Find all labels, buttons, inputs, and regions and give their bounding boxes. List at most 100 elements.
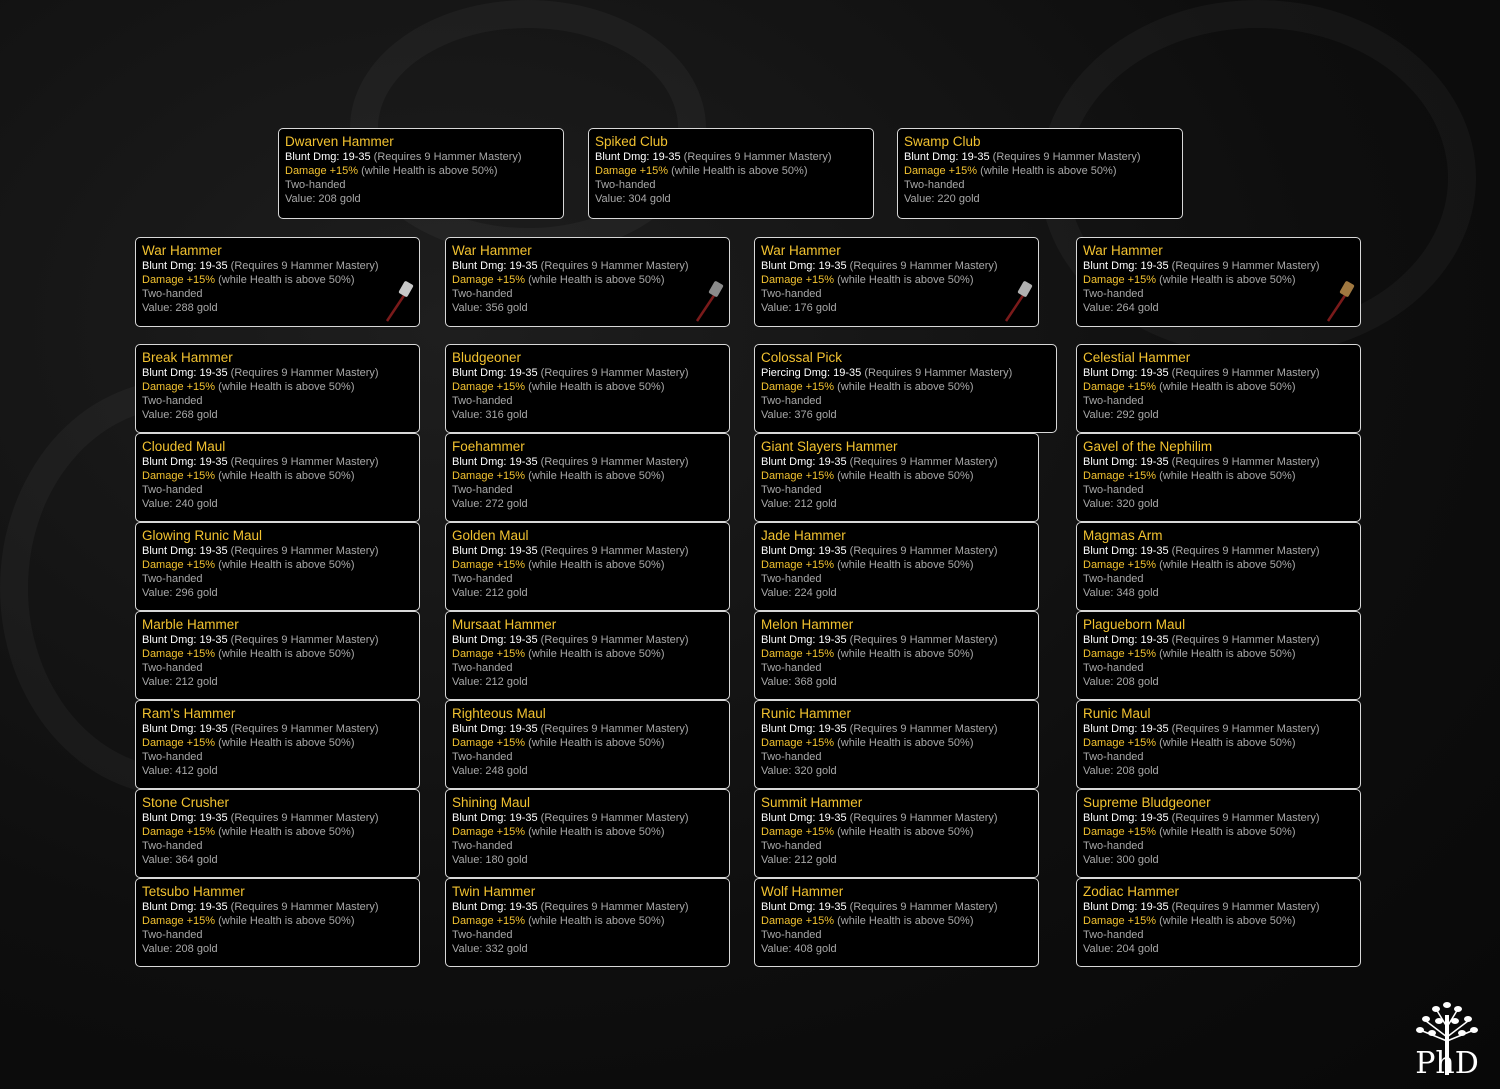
damage-type: Blunt Dmg: 19-35 [1083,545,1169,557]
item-name: Mursaat Hammer [452,617,557,632]
handedness: Two-handed [761,840,822,852]
requirement: (Requires 9 Hammer Mastery) [846,260,998,272]
requirement: (Requires 9 Hammer Mastery) [537,634,689,646]
item-tooltip: Shining Maul Blunt Dmg: 19-35 (Requires … [445,789,730,878]
item-value: Value: 212 gold [761,854,837,866]
bonus-condition: (while Health is above 50%) [834,826,974,838]
item-tooltip: Magmas Arm Blunt Dmg: 19-35 (Requires 9 … [1076,522,1361,611]
bonus-condition: (while Health is above 50%) [215,737,355,749]
bonus-condition: (while Health is above 50%) [525,559,665,571]
item-tooltip: Melon Hammer Blunt Dmg: 19-35 (Requires … [754,611,1039,700]
damage-type: Blunt Dmg: 19-35 [761,260,847,272]
item-name: Stone Crusher [142,795,230,810]
item-value: Value: 208 gold [285,193,361,205]
damage-bonus: Damage +15% [761,559,835,571]
item-value: Value: 212 gold [142,676,218,688]
damage-type: Blunt Dmg: 19-35 [1083,367,1169,379]
item-name: War Hammer [452,243,532,258]
bonus-condition: (while Health is above 50%) [1156,648,1296,660]
bonus-condition: (while Health is above 50%) [1156,274,1296,286]
damage-type: Blunt Dmg: 19-35 [142,812,228,824]
damage-bonus: Damage +15% [1083,648,1157,660]
bonus-condition: (while Health is above 50%) [1156,381,1296,393]
item-value: Value: 176 gold [761,302,837,314]
damage-type: Blunt Dmg: 19-35 [761,634,847,646]
damage-bonus: Damage +15% [761,381,835,393]
item-tooltip: Mursaat Hammer Blunt Dmg: 19-35 (Require… [445,611,730,700]
damage-bonus: Damage +15% [595,165,669,177]
item-name: War Hammer [142,243,222,258]
item-name: Melon Hammer [761,617,854,632]
bonus-condition: (while Health is above 50%) [215,470,355,482]
requirement: (Requires 9 Hammer Mastery) [846,812,998,824]
phd-logo: PhD [1415,1002,1479,1079]
item-value: Value: 208 gold [1083,676,1159,688]
damage-bonus: Damage +15% [142,737,216,749]
item-value: Value: 296 gold [142,587,218,599]
handedness: Two-handed [761,929,822,941]
item-name: Wolf Hammer [761,884,844,899]
handedness: Two-handed [142,573,203,585]
damage-type: Blunt Dmg: 19-35 [1083,260,1169,272]
bonus-condition: (while Health is above 50%) [525,915,665,927]
item-value: Value: 408 gold [761,943,837,955]
item-tooltip: Twin Hammer Blunt Dmg: 19-35 (Requires 9… [445,878,730,967]
damage-bonus: Damage +15% [452,381,526,393]
damage-type: Blunt Dmg: 19-35 [452,723,538,735]
damage-type: Blunt Dmg: 19-35 [452,901,538,913]
item-name: Shining Maul [452,795,531,810]
damage-bonus: Damage +15% [1083,470,1157,482]
item-tooltip: Summit Hammer Blunt Dmg: 19-35 (Requires… [754,789,1039,878]
damage-type: Blunt Dmg: 19-35 [142,456,228,468]
damage-bonus: Damage +15% [452,915,526,927]
handedness: Two-handed [142,662,203,674]
damage-bonus: Damage +15% [1083,274,1157,286]
handedness: Two-handed [452,484,513,496]
item-name: Glowing Runic Maul [142,528,263,543]
handedness: Two-handed [761,573,822,585]
item-value: Value: 204 gold [1083,943,1159,955]
item-value: Value: 212 gold [452,676,528,688]
bonus-condition: (while Health is above 50%) [215,559,355,571]
item-value: Value: 264 gold [1083,302,1159,314]
svg-text:PhD: PhD [1415,1046,1479,1079]
item-value: Value: 356 gold [452,302,528,314]
requirement: (Requires 9 Hammer Mastery) [227,634,379,646]
damage-type: Blunt Dmg: 19-35 [142,901,228,913]
damage-type: Blunt Dmg: 19-35 [1083,456,1169,468]
item-tooltip: Foehammer Blunt Dmg: 19-35 (Requires 9 H… [445,433,730,522]
handedness: Two-handed [761,662,822,674]
damage-type: Piercing Dmg: 19-35 [761,367,862,379]
damage-bonus: Damage +15% [452,648,526,660]
item-tooltip: War Hammer Blunt Dmg: 19-35 (Requires 9 … [754,237,1039,327]
damage-type: Blunt Dmg: 19-35 [1083,901,1169,913]
item-tooltip: Runic Hammer Blunt Dmg: 19-35 (Requires … [754,700,1039,789]
handedness: Two-handed [452,573,513,585]
handedness: Two-handed [452,751,513,763]
hammer-icon [1326,281,1355,322]
item-tooltip: Spiked Club Blunt Dmg: 19-35 (Requires 9… [588,128,874,219]
handedness: Two-handed [452,395,513,407]
item-value: Value: 208 gold [142,943,218,955]
item-name: Twin Hammer [452,884,536,899]
requirement: (Requires 9 Hammer Mastery) [1168,901,1320,913]
item-value: Value: 412 gold [142,765,218,777]
item-tooltip: Swamp Club Blunt Dmg: 19-35 (Requires 9 … [897,128,1183,219]
handedness: Two-handed [1083,484,1144,496]
handedness: Two-handed [142,395,203,407]
item-value: Value: 304 gold [595,193,671,205]
handedness: Two-handed [1083,929,1144,941]
damage-bonus: Damage +15% [1083,737,1157,749]
item-tooltip: Tetsubo Hammer Blunt Dmg: 19-35 (Require… [135,878,420,967]
damage-type: Blunt Dmg: 19-35 [595,151,681,163]
bonus-condition: (while Health is above 50%) [215,648,355,660]
damage-bonus: Damage +15% [142,915,216,927]
item-tooltip: Colossal Pick Piercing Dmg: 19-35 (Requi… [754,344,1057,433]
bonus-condition: (while Health is above 50%) [1156,559,1296,571]
requirement: (Requires 9 Hammer Mastery) [370,151,522,163]
item-tooltip: Break Hammer Blunt Dmg: 19-35 (Requires … [135,344,420,433]
requirement: (Requires 9 Hammer Mastery) [861,367,1013,379]
bonus-condition: (while Health is above 50%) [525,737,665,749]
item-value: Value: 268 gold [142,409,218,421]
item-name: Jade Hammer [761,528,846,543]
